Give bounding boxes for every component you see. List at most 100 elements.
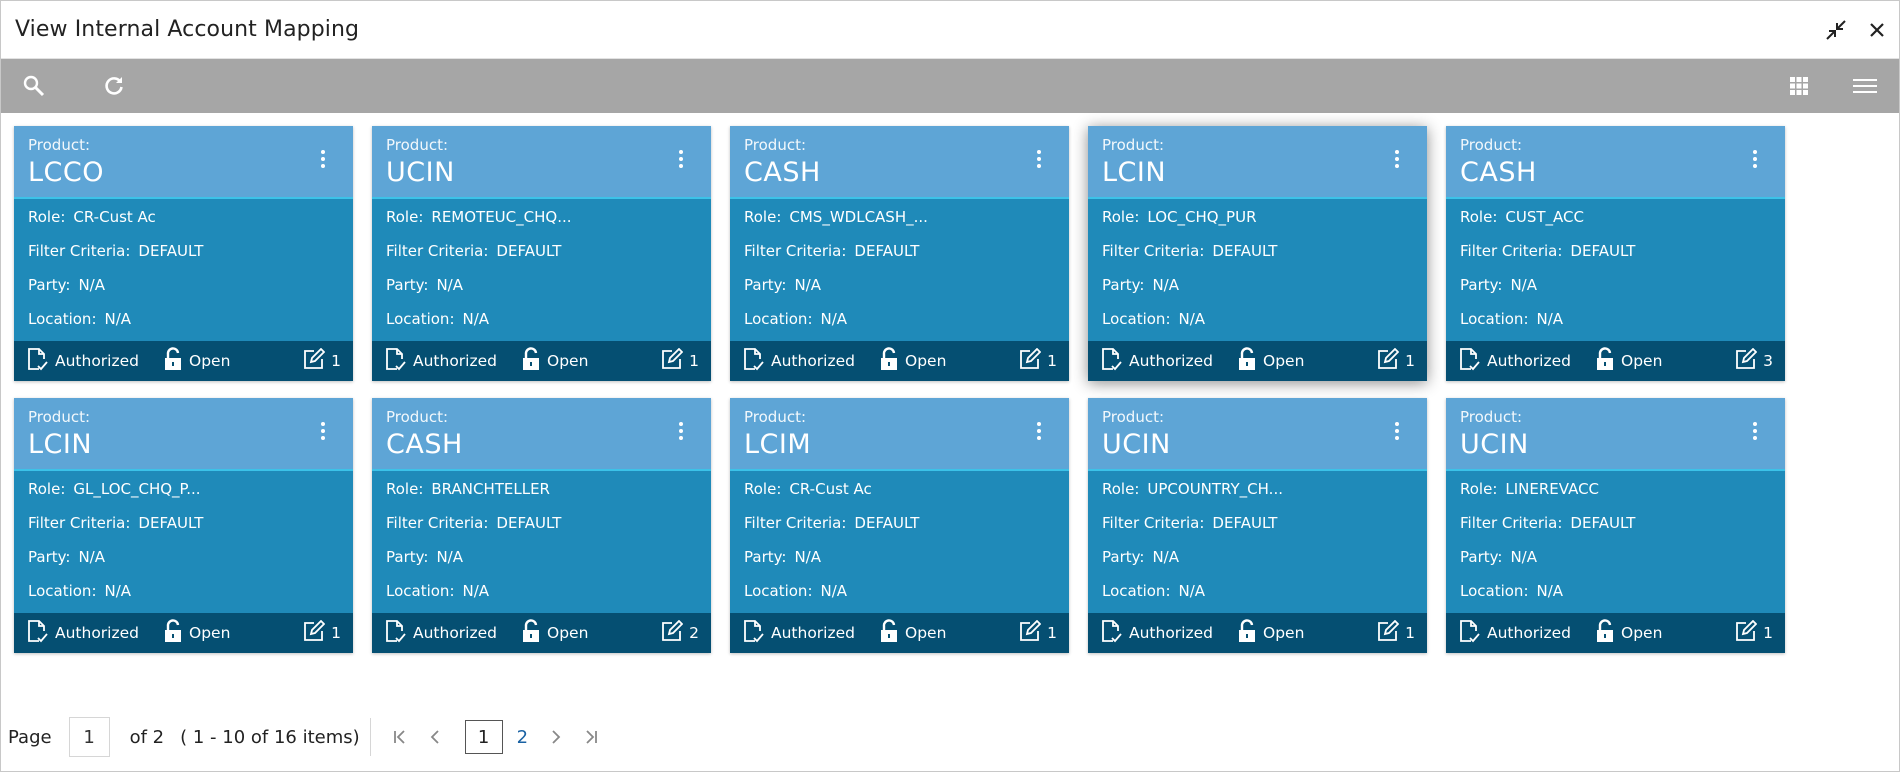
- grid-view-icon[interactable]: [1789, 76, 1809, 96]
- party-value: N/A: [1510, 548, 1537, 566]
- location-row: Location: N/A: [28, 582, 339, 616]
- edit-icon: [1735, 347, 1758, 374]
- more-options-icon[interactable]: [1395, 150, 1399, 168]
- role-label: Role:: [744, 480, 782, 498]
- mapping-card[interactable]: Product: CASH Role: CUST_ACC Filter Crite…: [1446, 126, 1785, 381]
- card-footer: Authorized Open 1: [14, 341, 353, 381]
- record-status[interactable]: Open: [521, 347, 588, 375]
- modification-count[interactable]: 2: [661, 619, 699, 646]
- party-row: Party: N/A: [1460, 276, 1771, 310]
- modification-count[interactable]: 1: [1377, 347, 1415, 374]
- modification-count[interactable]: 3: [1735, 347, 1773, 374]
- filter-row: Filter Criteria: DEFAULT: [386, 242, 697, 276]
- more-options-icon[interactable]: [679, 150, 683, 168]
- filter-row: Filter Criteria: DEFAULT: [1102, 242, 1413, 276]
- mapping-card[interactable]: Product: LCCO Role: CR-Cust Ac Filter Cri…: [14, 126, 353, 381]
- more-options-icon[interactable]: [1037, 150, 1041, 168]
- mapping-card[interactable]: Product: UCIN Role: REMOTEUC_CHQ... Filte…: [372, 126, 711, 381]
- more-options-icon[interactable]: [679, 422, 683, 440]
- unlock-icon: [1237, 347, 1259, 375]
- location-label: Location:: [386, 582, 455, 600]
- record-status[interactable]: Open: [879, 619, 946, 647]
- party-label: Party:: [744, 276, 787, 294]
- modification-count[interactable]: 1: [303, 619, 341, 646]
- record-status[interactable]: Open: [1595, 619, 1662, 647]
- record-status[interactable]: Open: [1595, 347, 1662, 375]
- location-value: N/A: [104, 582, 132, 600]
- auth-status: Authorized: [1458, 347, 1595, 375]
- party-value: N/A: [436, 276, 463, 294]
- mapping-card[interactable]: Product: CASH Role: BRANCHTELLER Filter C…: [372, 398, 711, 653]
- close-icon[interactable]: [1869, 22, 1885, 38]
- list-view-icon[interactable]: [1853, 77, 1877, 95]
- record-status-text: Open: [1263, 624, 1305, 642]
- record-status[interactable]: Open: [1237, 619, 1304, 647]
- role-row: Role: UPCOUNTRY_CH...: [1102, 480, 1413, 514]
- previous-page-icon[interactable]: [429, 729, 441, 745]
- more-options-icon[interactable]: [1753, 422, 1757, 440]
- more-options-icon[interactable]: [1395, 422, 1399, 440]
- role-row: Role: CMS_WDLCASH_...: [744, 208, 1055, 242]
- record-status-text: Open: [1621, 352, 1663, 370]
- filter-row: Filter Criteria: DEFAULT: [28, 242, 339, 276]
- record-status[interactable]: Open: [521, 619, 588, 647]
- mapping-card[interactable]: Product: CASH Role: CMS_WDLCASH_... Filte…: [730, 126, 1069, 381]
- location-label: Location:: [386, 310, 455, 328]
- edit-icon: [1735, 619, 1758, 646]
- mapping-card[interactable]: Product: LCIM Role: CR-Cust Ac Filter Cri…: [730, 398, 1069, 653]
- page-2-link[interactable]: 2: [516, 726, 529, 748]
- modification-count[interactable]: 1: [1377, 619, 1415, 646]
- more-options-icon[interactable]: [321, 150, 325, 168]
- modification-count[interactable]: 1: [1019, 347, 1057, 374]
- record-status-text: Open: [1263, 352, 1305, 370]
- record-status[interactable]: Open: [163, 347, 230, 375]
- page-count: of 2: [129, 726, 165, 748]
- party-value: N/A: [1152, 276, 1179, 294]
- more-options-icon[interactable]: [321, 422, 325, 440]
- mapping-card[interactable]: Product: LCIN Role: LOC_CHQ_PUR Filter Cr…: [1088, 126, 1427, 381]
- auth-status: Authorized: [1100, 347, 1237, 375]
- party-row: Party: N/A: [1102, 276, 1413, 310]
- party-label: Party:: [28, 276, 71, 294]
- product-value: UCIN: [1460, 429, 1529, 460]
- filter-value: DEFAULT: [138, 242, 204, 260]
- more-options-icon[interactable]: [1753, 150, 1757, 168]
- card-footer: Authorized Open 3: [1446, 341, 1785, 381]
- card-body: Role: UPCOUNTRY_CH... Filter Criteria: DEF…: [1088, 471, 1427, 616]
- page-number-input[interactable]: 1: [68, 717, 110, 757]
- next-page-icon[interactable]: [550, 729, 562, 745]
- unlock-icon: [1595, 619, 1617, 647]
- modification-count-value: 1: [1763, 624, 1773, 642]
- product-value: LCIN: [1102, 157, 1167, 188]
- auth-status-text: Authorized: [413, 352, 498, 370]
- current-page-button[interactable]: 1: [464, 720, 503, 754]
- minimize-icon[interactable]: [1825, 19, 1847, 41]
- modification-count[interactable]: 1: [1019, 619, 1057, 646]
- record-status[interactable]: Open: [1237, 347, 1304, 375]
- modification-count[interactable]: 1: [1735, 619, 1773, 646]
- mapping-card[interactable]: Product: UCIN Role: LINEREVACC Filter Cri…: [1446, 398, 1785, 653]
- modification-count[interactable]: 1: [661, 347, 699, 374]
- edit-icon: [303, 347, 326, 374]
- last-page-icon[interactable]: [584, 729, 598, 745]
- unlock-icon: [163, 619, 185, 647]
- party-label: Party:: [386, 548, 429, 566]
- modification-count[interactable]: 1: [303, 347, 341, 374]
- first-page-icon[interactable]: [393, 729, 407, 745]
- party-value: N/A: [1152, 548, 1179, 566]
- edit-icon: [661, 619, 684, 646]
- more-options-icon[interactable]: [1037, 422, 1041, 440]
- product-value: CASH: [1460, 157, 1537, 188]
- mapping-card[interactable]: Product: LCIN Role: GL_LOC_CHQ_P... Filte…: [14, 398, 353, 653]
- mapping-card[interactable]: Product: UCIN Role: UPCOUNTRY_CH... Filte…: [1088, 398, 1427, 653]
- filter-label: Filter Criteria:: [1102, 514, 1205, 532]
- party-value: N/A: [794, 548, 821, 566]
- search-icon[interactable]: [23, 75, 45, 97]
- record-status[interactable]: Open: [879, 347, 946, 375]
- party-row: Party: N/A: [744, 548, 1055, 582]
- auth-status-text: Authorized: [1129, 352, 1214, 370]
- role-row: Role: CUST_ACC: [1460, 208, 1771, 242]
- record-status[interactable]: Open: [163, 619, 230, 647]
- refresh-icon[interactable]: [103, 75, 125, 97]
